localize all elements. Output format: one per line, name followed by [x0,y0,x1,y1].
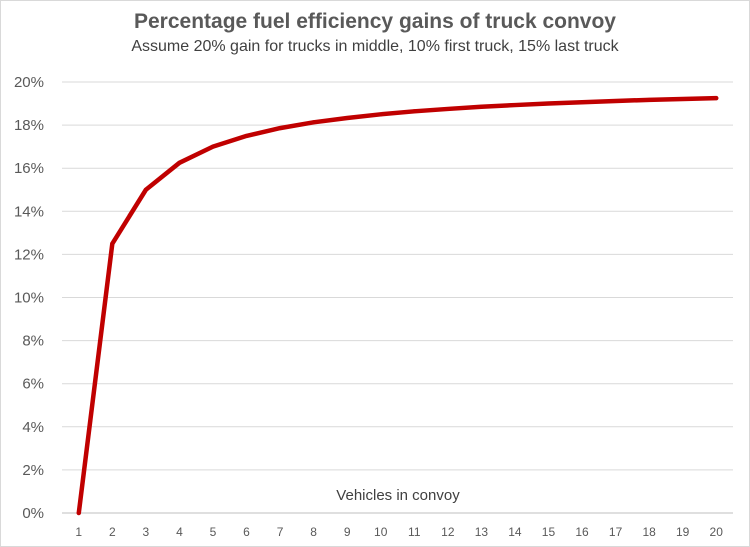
data-point [613,98,618,103]
x-tick-label: 20 [710,525,724,539]
data-point [244,133,249,138]
x-tick-label: 10 [374,525,388,539]
data-point [512,103,517,108]
x-axis-tick-labels: 1 2 3 4 5 6 7 8 9 10 11 12 13 14 15 16 17 18 19 20 [75,525,723,539]
x-tick-label: 1 [75,525,82,539]
data-point [479,104,484,109]
x-tick-label: 5 [210,525,217,539]
y-tick-label: 6% [22,376,44,393]
data-point [110,241,115,246]
data-point [412,109,417,114]
y-tick-label: 16% [14,160,44,177]
y-tick-label: 18% [14,117,44,134]
data-point [311,120,316,125]
data-point [680,97,685,102]
x-tick-label: 18 [642,525,656,539]
data-point [546,101,551,106]
y-tick-label: 0% [22,505,44,522]
gridlines [62,81,733,514]
data-point [210,144,215,149]
y-tick-label: 12% [14,246,44,263]
y-tick-label: 10% [14,290,44,307]
chart-title: Percentage fuel efficiency gains of truc… [134,10,616,33]
x-tick-label: 2 [109,525,116,539]
data-point [143,187,148,192]
y-axis-tick-labels: 0% 2% 4% 6% 8% 10% 12% 14% 16% 18% 20% [14,74,44,522]
data-point [378,112,383,117]
x-tick-label: 19 [676,525,690,539]
y-tick-label: 4% [22,419,44,436]
y-tick-label: 14% [14,203,44,220]
x-tick-label: 3 [143,525,150,539]
y-tick-label: 20% [14,74,44,91]
series-line [76,95,719,516]
x-tick-label: 13 [475,525,489,539]
x-tick-label: 8 [310,525,317,539]
data-point [345,115,350,120]
x-axis-label: Vehicles in convoy [336,487,460,504]
data-series [76,95,719,516]
data-point [278,126,283,131]
chart-subtitle: Assume 20% gain for trucks in middle, 10… [131,38,619,55]
data-point [714,96,719,101]
x-tick-label: 12 [441,525,455,539]
data-point [445,106,450,111]
x-tick-label: 9 [344,525,351,539]
x-tick-label: 16 [575,525,589,539]
data-point [580,100,585,105]
x-tick-label: 17 [609,525,623,539]
x-tick-label: 14 [508,525,522,539]
y-tick-label: 2% [22,462,44,479]
y-tick-label: 8% [22,333,44,350]
x-tick-label: 4 [176,525,183,539]
x-tick-label: 6 [243,525,250,539]
x-tick-label: 15 [542,525,556,539]
data-point [76,511,81,515]
data-point [177,160,182,165]
x-tick-label: 7 [277,525,284,539]
data-point [647,97,652,102]
x-tick-label: 11 [408,525,421,539]
